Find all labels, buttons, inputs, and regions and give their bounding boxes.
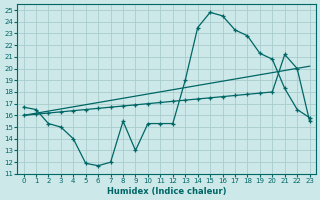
X-axis label: Humidex (Indice chaleur): Humidex (Indice chaleur) bbox=[107, 187, 226, 196]
